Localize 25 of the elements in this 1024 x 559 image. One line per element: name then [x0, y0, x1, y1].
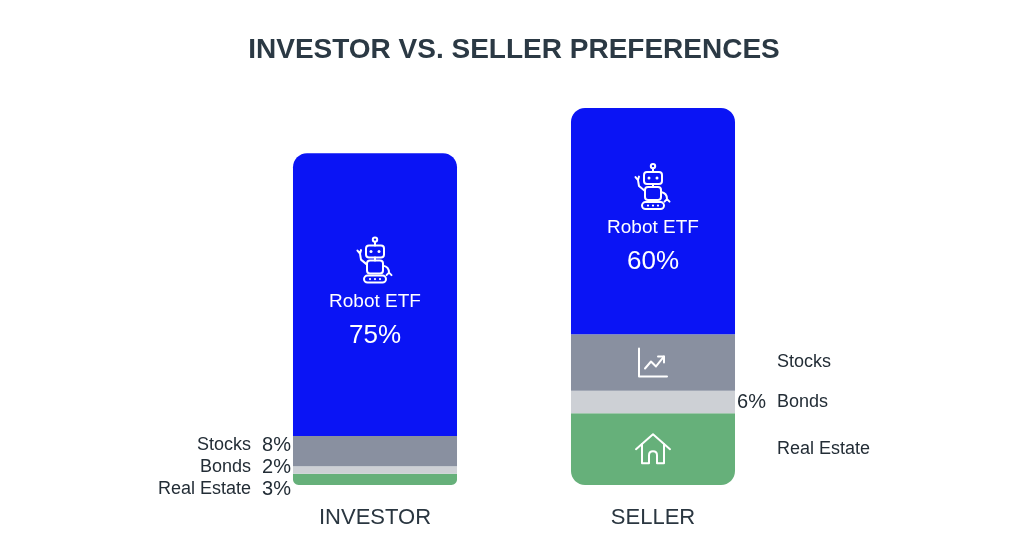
text: Stocks	[196, 433, 251, 454]
bar	[570, 334, 736, 391]
chart-title: INVESTOR VS. SELLER PREFERENCES	[248, 33, 780, 64]
bar	[292, 473, 458, 485]
bar	[292, 466, 458, 474]
text: Stocks	[777, 351, 832, 372]
series-label: Robot ETF	[607, 216, 699, 238]
bar	[570, 108, 736, 335]
text: Robot ETF	[329, 289, 421, 311]
x-tick-label: SELLER	[610, 503, 696, 529]
data-label: 6%	[737, 390, 767, 413]
data-label: 3%	[262, 476, 292, 499]
data-label: 60%	[626, 245, 680, 276]
bar	[292, 153, 458, 436]
bar	[570, 413, 736, 485]
text: Real Estate	[157, 477, 251, 498]
bar	[570, 390, 736, 414]
text: Bonds	[777, 391, 829, 412]
data-label: 8%	[262, 432, 292, 455]
x-tick-label: INVESTOR	[318, 503, 432, 529]
text: Real Estate	[777, 438, 871, 459]
bar	[292, 435, 458, 467]
data-label: 2%	[262, 454, 292, 477]
data-label: 75%	[348, 318, 402, 349]
text: Bonds	[199, 455, 251, 476]
